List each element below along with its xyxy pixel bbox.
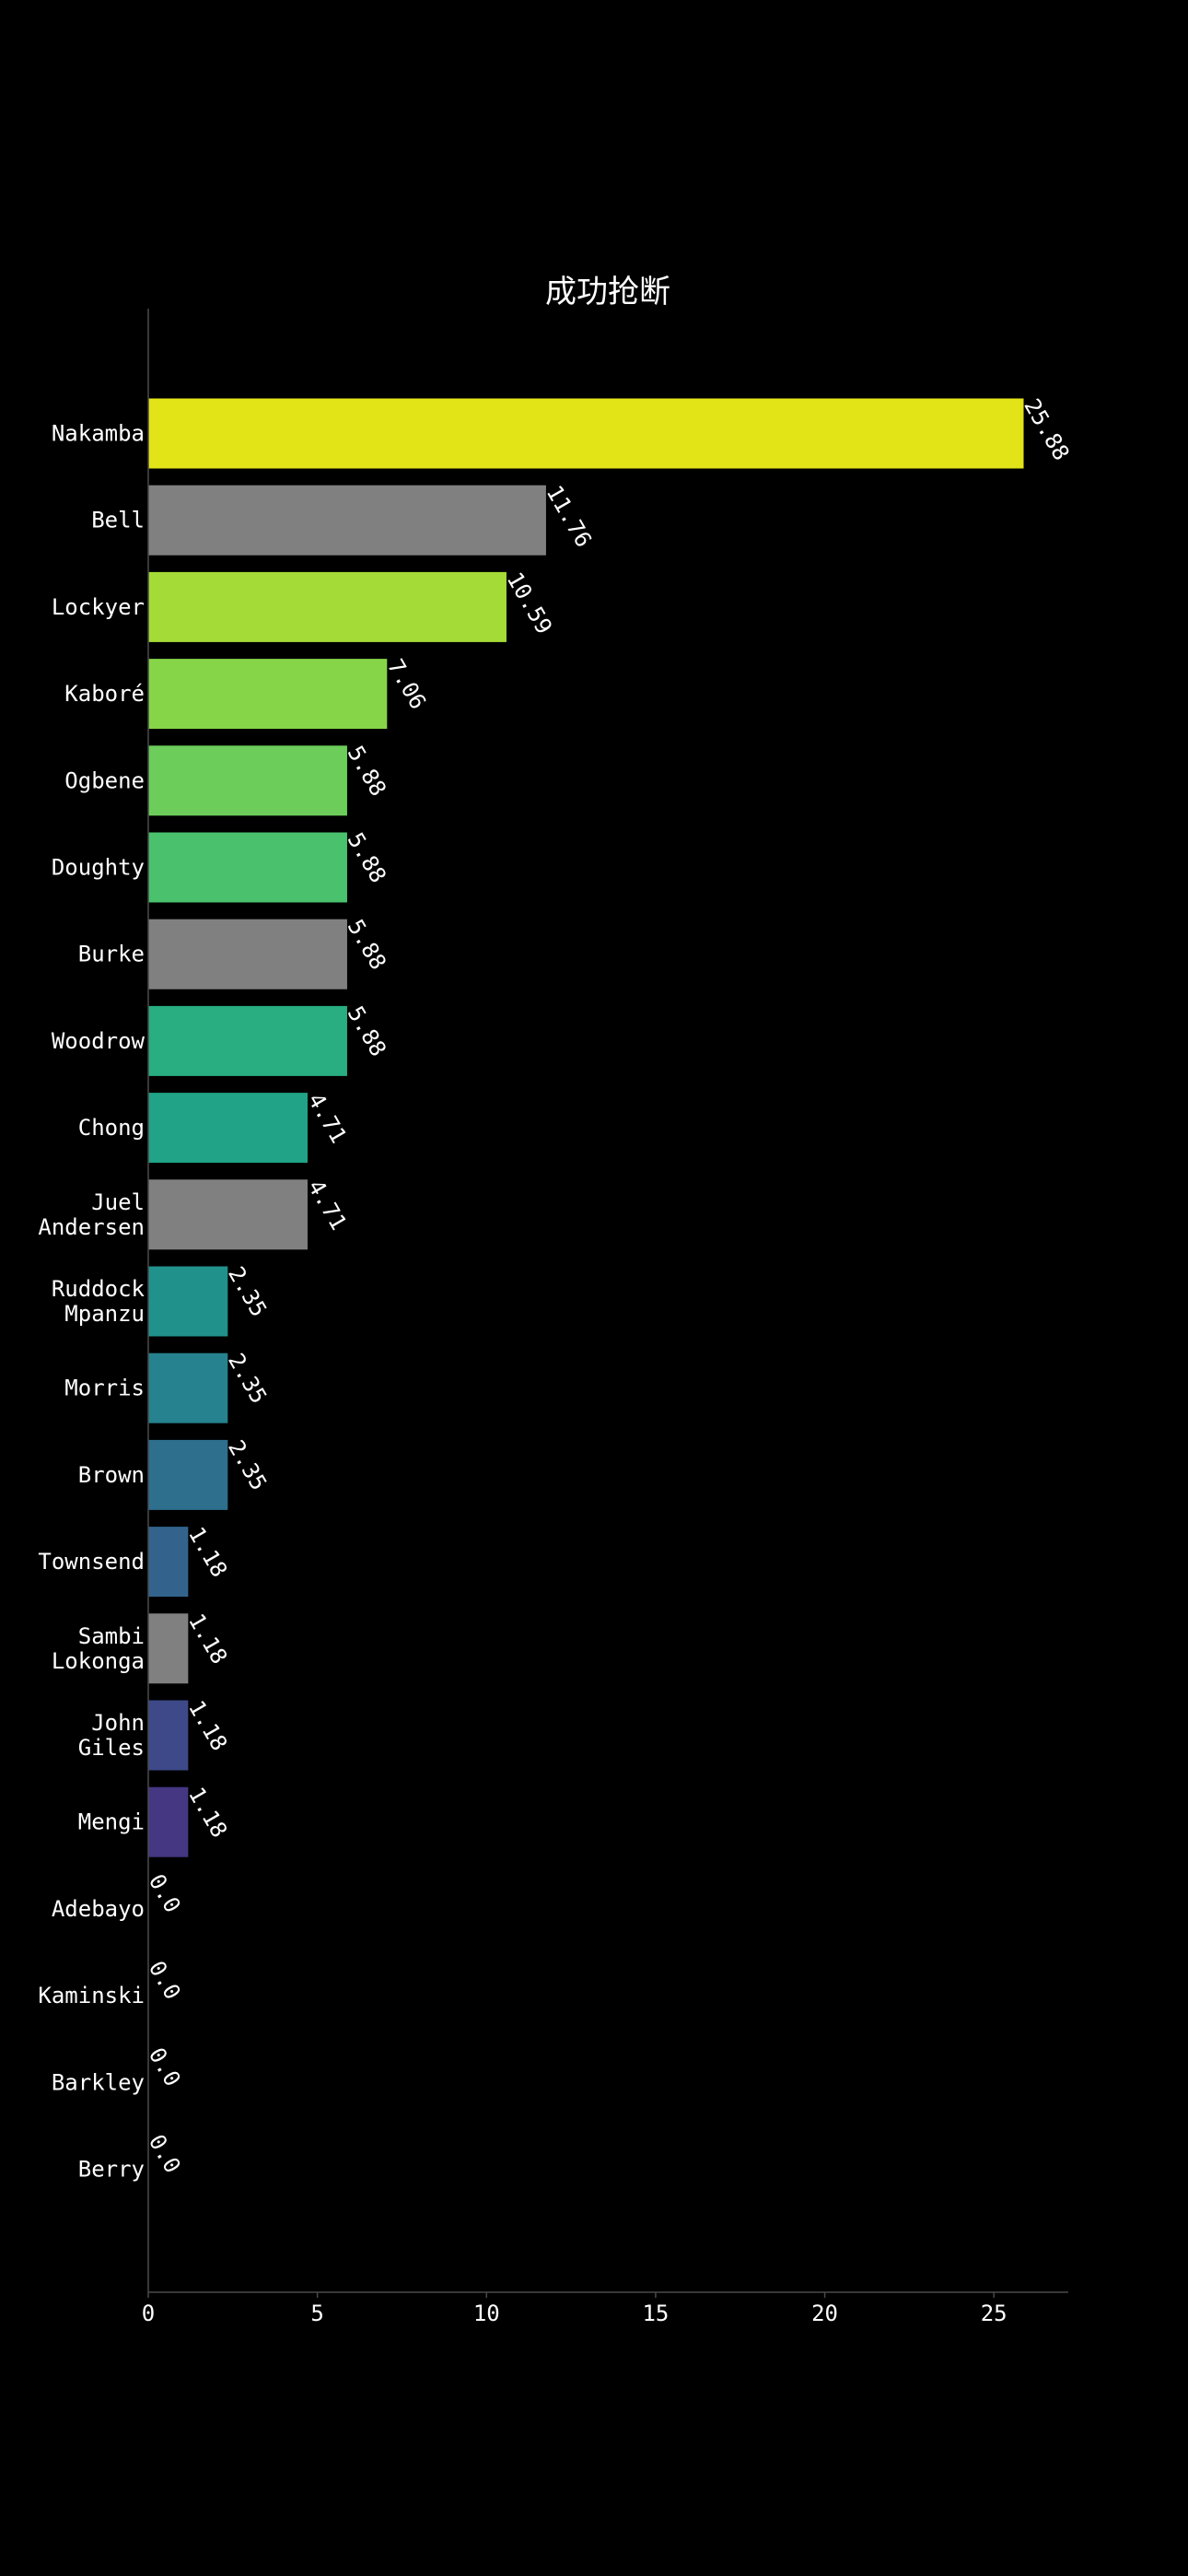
category-label: Nakamba bbox=[52, 421, 145, 447]
bar bbox=[148, 571, 507, 642]
bar bbox=[148, 832, 347, 903]
x-tick-label: 10 bbox=[473, 2301, 500, 2326]
category-label: Burke bbox=[78, 942, 145, 967]
value-label: 2.35 bbox=[223, 1262, 272, 1321]
category-label: Woodrow bbox=[52, 1028, 146, 1054]
value-label: 0.0 bbox=[144, 1957, 186, 2005]
value-label: 11.76 bbox=[542, 481, 597, 552]
bar bbox=[148, 919, 347, 989]
x-tick-label: 25 bbox=[981, 2301, 1007, 2326]
x-tick-label: 0 bbox=[142, 2301, 155, 2326]
value-label: 5.88 bbox=[343, 828, 391, 887]
category-label: Morris bbox=[64, 1376, 145, 1401]
value-label: 5.88 bbox=[343, 742, 391, 801]
category-label: Adebayo bbox=[52, 1896, 145, 1922]
value-label: 5.88 bbox=[343, 915, 391, 974]
category-label: Bell bbox=[91, 508, 145, 533]
x-tick-label: 5 bbox=[310, 2301, 323, 2326]
axes-group bbox=[147, 309, 1068, 2293]
bar bbox=[148, 1700, 189, 1771]
value-label: 2.35 bbox=[223, 1435, 272, 1494]
chart-title: 成功抢断 bbox=[545, 274, 670, 310]
value-label: 7.06 bbox=[382, 655, 431, 714]
category-label: Kaboré bbox=[64, 681, 145, 707]
category-label: Chong bbox=[78, 1115, 145, 1141]
bar bbox=[148, 1093, 308, 1164]
x-tick-label: 15 bbox=[642, 2301, 669, 2326]
bar bbox=[148, 1786, 189, 1857]
category-label: Brown bbox=[78, 1462, 145, 1488]
category-label: John Giles bbox=[78, 1710, 145, 1761]
bar bbox=[148, 659, 388, 730]
value-label: 10.59 bbox=[502, 568, 557, 638]
value-label: 4.71 bbox=[303, 1176, 352, 1235]
value-label: 1.18 bbox=[183, 1523, 232, 1582]
category-label: Townsend bbox=[38, 1549, 145, 1575]
category-label: Ruddock Mpanzu bbox=[52, 1276, 146, 1327]
x-tick-labels-group: 0 5 10 15 20 25 bbox=[142, 2292, 1007, 2326]
bar bbox=[148, 745, 347, 816]
x-tick-label: 20 bbox=[811, 2301, 838, 2326]
category-label: Kaminski bbox=[38, 1983, 145, 2008]
category-label: Lockyer bbox=[52, 594, 145, 620]
bars-group bbox=[148, 398, 1024, 1857]
value-label: 1.18 bbox=[183, 1696, 232, 1755]
category-label: Mengi bbox=[78, 1809, 145, 1835]
value-label: 0.0 bbox=[144, 2043, 186, 2091]
value-label: 0.0 bbox=[144, 1869, 186, 1917]
category-label: Doughty bbox=[52, 855, 145, 881]
category-label: Sambi Lokonga bbox=[52, 1623, 145, 1674]
category-label: Barkley bbox=[52, 2069, 145, 2095]
bar bbox=[148, 1613, 189, 1684]
value-label: 4.71 bbox=[303, 1089, 352, 1148]
value-label: 0.0 bbox=[144, 2130, 186, 2178]
value-label: 1.18 bbox=[183, 1610, 232, 1669]
bar bbox=[148, 1266, 228, 1337]
bar bbox=[148, 1005, 347, 1076]
category-label: Juel Andersen bbox=[38, 1189, 145, 1240]
bar bbox=[148, 485, 546, 556]
category-label: Ogbene bbox=[64, 767, 145, 793]
bar bbox=[148, 1352, 228, 1423]
value-label: 2.35 bbox=[223, 1349, 272, 1408]
bar bbox=[148, 1179, 308, 1250]
bar bbox=[148, 1439, 228, 1510]
bar bbox=[148, 398, 1024, 469]
value-label: 25.88 bbox=[1019, 394, 1074, 465]
category-label: Berry bbox=[78, 2157, 145, 2183]
bar bbox=[148, 1527, 189, 1598]
value-label: 1.18 bbox=[183, 1783, 232, 1842]
category-labels-group: Nakamba Bell Lockyer Kaboré Ogbene Doughty Bur… bbox=[38, 421, 145, 2183]
value-label: 5.88 bbox=[343, 1001, 391, 1060]
